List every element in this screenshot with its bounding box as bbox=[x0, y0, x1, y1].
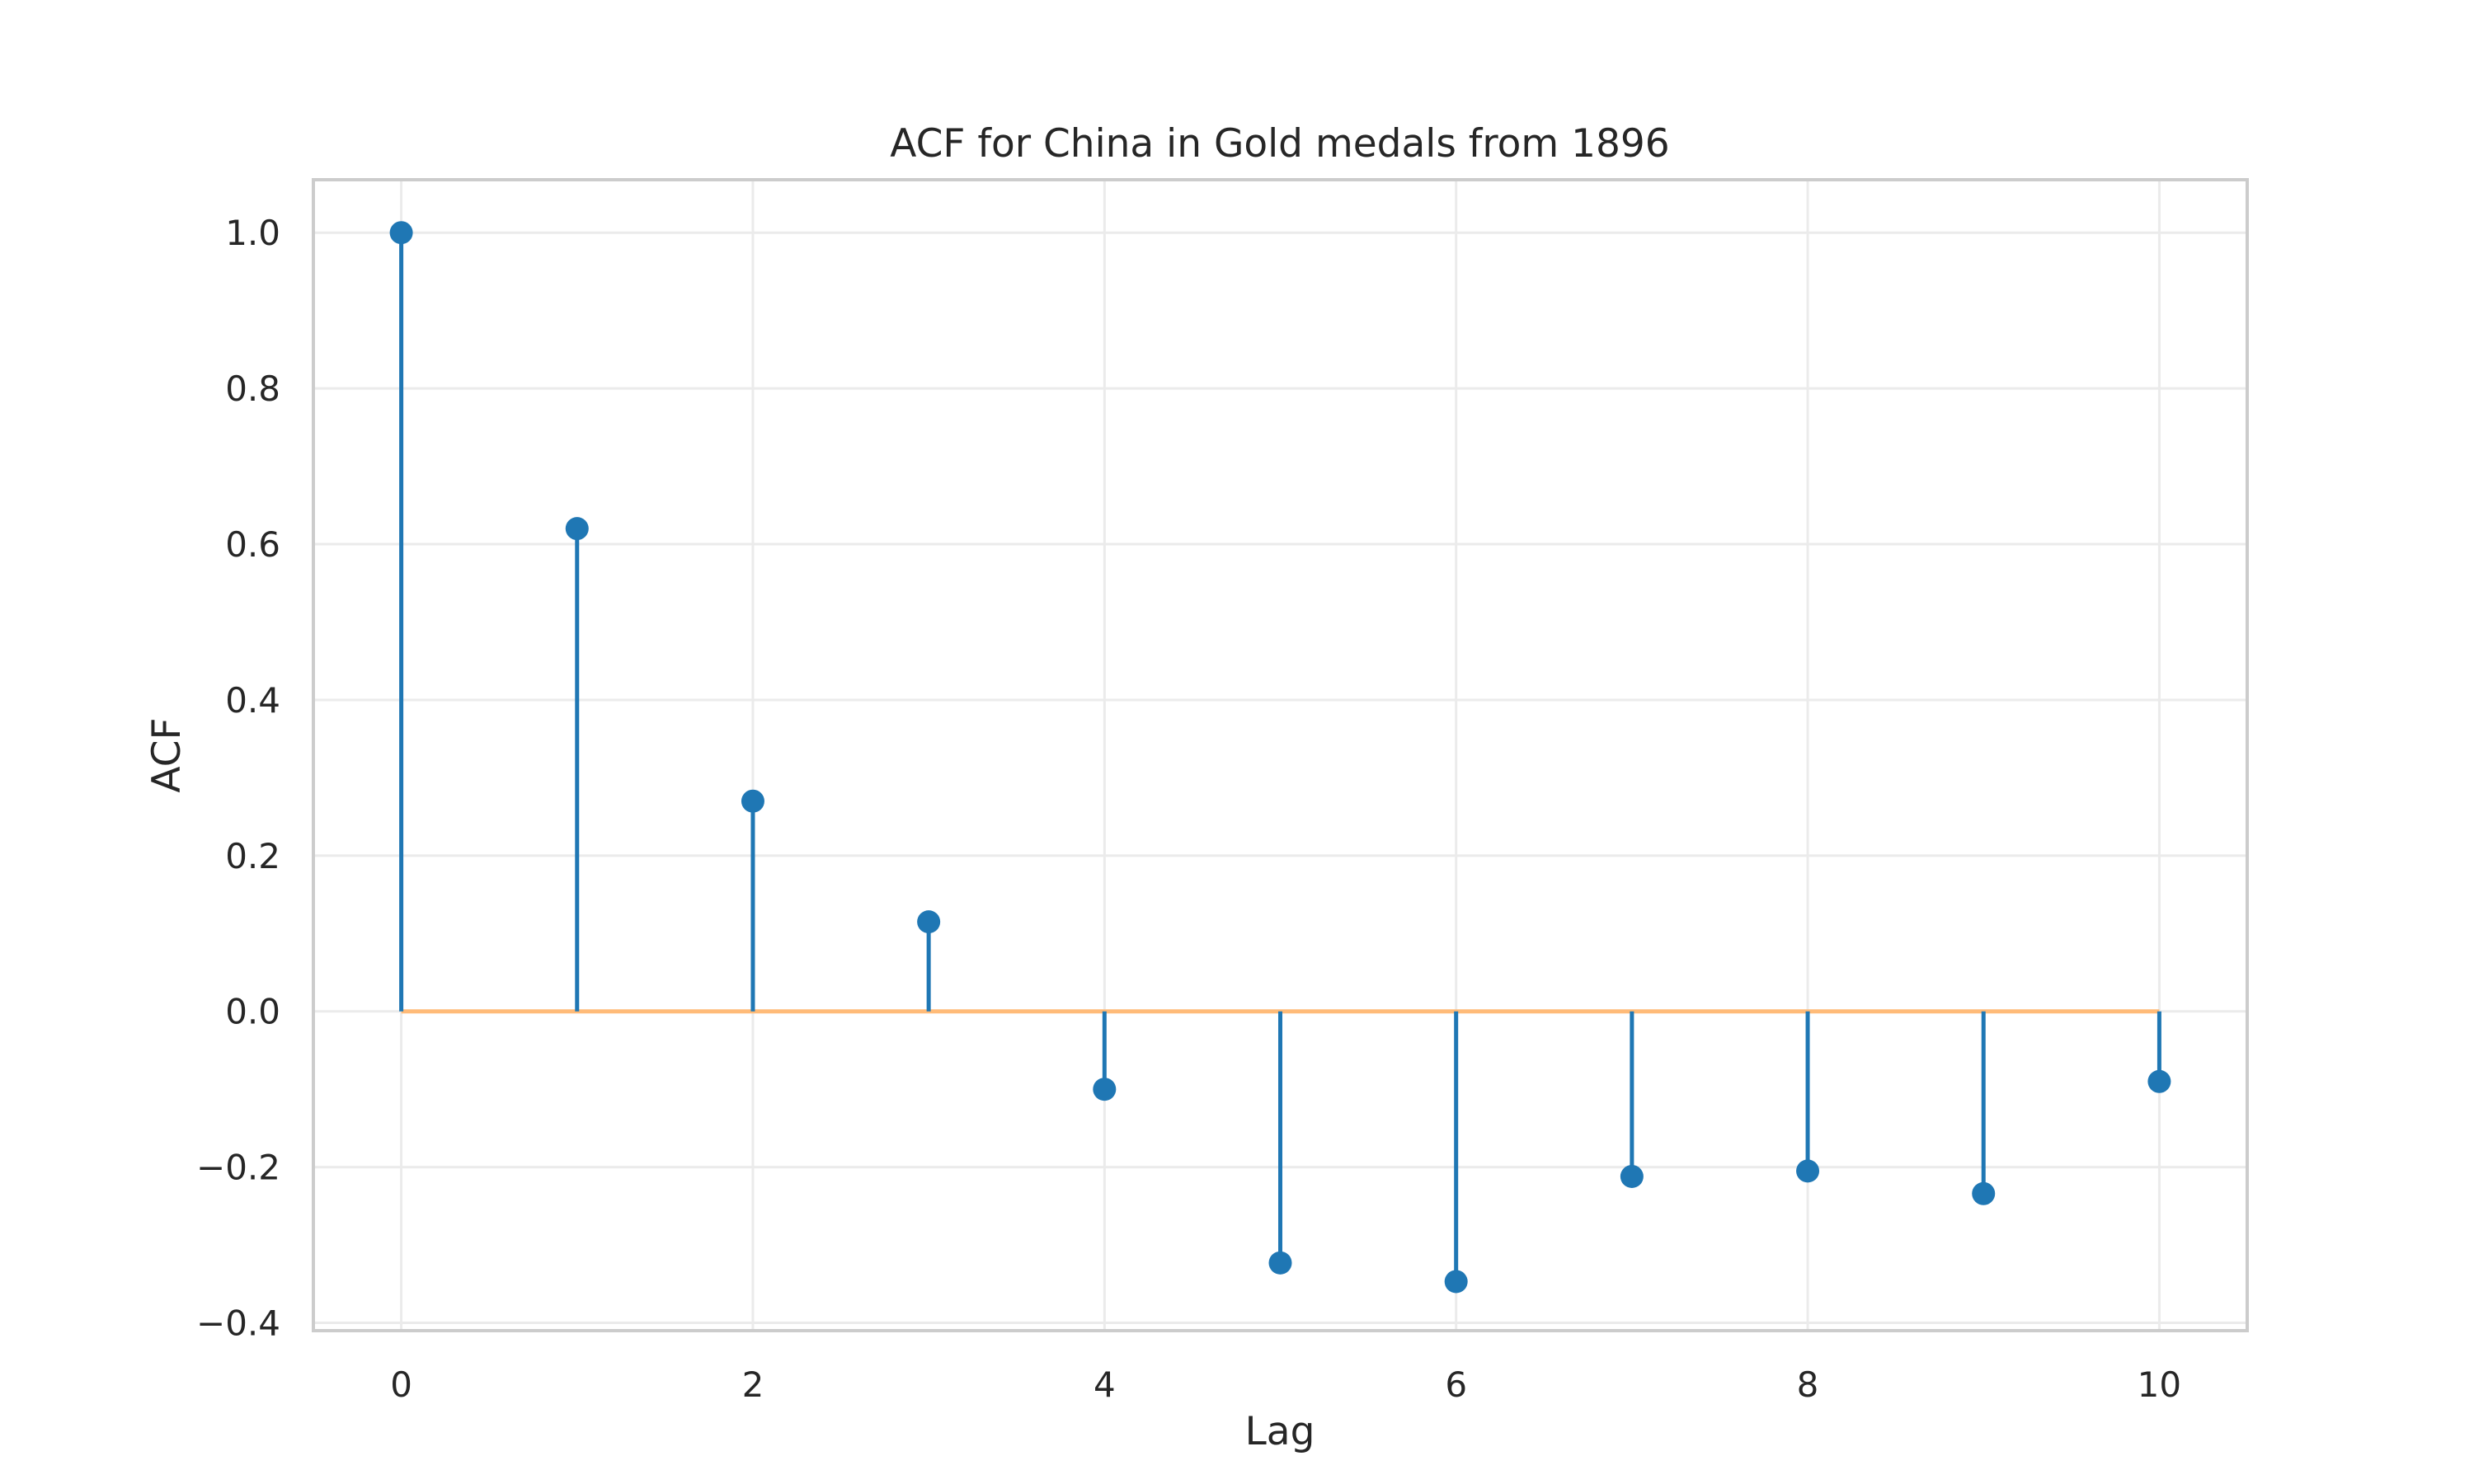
y-tick-label: 0.2 bbox=[225, 836, 280, 876]
stem-marker-lag-10 bbox=[2147, 1069, 2171, 1093]
x-tick-label: 6 bbox=[1445, 1364, 1467, 1405]
y-tick-label: 0.8 bbox=[225, 369, 280, 409]
stem-marker-lag-2 bbox=[741, 789, 764, 813]
y-tick-label: 0.0 bbox=[225, 992, 280, 1032]
y-tick-label: 1.0 bbox=[225, 213, 280, 253]
stem-marker-lag-4 bbox=[1093, 1078, 1117, 1101]
x-axis-label: Lag bbox=[1245, 1409, 1315, 1454]
y-tick-label: 0.6 bbox=[225, 524, 280, 565]
chart-title: ACF for China in Gold medals from 1896 bbox=[890, 121, 1669, 167]
x-tick-label: 4 bbox=[1094, 1364, 1116, 1405]
stems-layer bbox=[399, 232, 2161, 1282]
stem-marker-lag-1 bbox=[565, 517, 589, 541]
x-tick-label: 2 bbox=[742, 1364, 764, 1405]
markers-layer bbox=[389, 221, 2171, 1294]
stem-marker-lag-8 bbox=[1796, 1159, 1820, 1183]
stem-marker-lag-3 bbox=[917, 910, 941, 934]
x-tick-label: 10 bbox=[2138, 1364, 2181, 1405]
y-tick-label: 0.4 bbox=[225, 680, 280, 721]
x-tick-label: 0 bbox=[390, 1364, 412, 1405]
x-tick-label: 8 bbox=[1797, 1364, 1819, 1405]
stem-marker-lag-5 bbox=[1268, 1251, 1292, 1275]
stem-marker-lag-9 bbox=[1972, 1181, 1996, 1205]
plot-frame bbox=[312, 178, 2249, 1332]
y-tick-labels: −0.4 −0.2 0.0 0.2 0.4 0.6 0.8 1.0 bbox=[196, 213, 280, 1343]
stem-marker-lag-0 bbox=[389, 221, 413, 245]
y-tick-label: −0.4 bbox=[196, 1303, 280, 1344]
stem-marker-lag-6 bbox=[1444, 1270, 1468, 1294]
grid-layer bbox=[313, 180, 2247, 1331]
y-tick-label: −0.2 bbox=[196, 1148, 280, 1188]
stem-marker-lag-7 bbox=[1620, 1164, 1644, 1188]
x-tick-labels: 0 2 4 6 8 10 bbox=[390, 1364, 2181, 1405]
y-axis-label: ACF bbox=[144, 717, 190, 792]
